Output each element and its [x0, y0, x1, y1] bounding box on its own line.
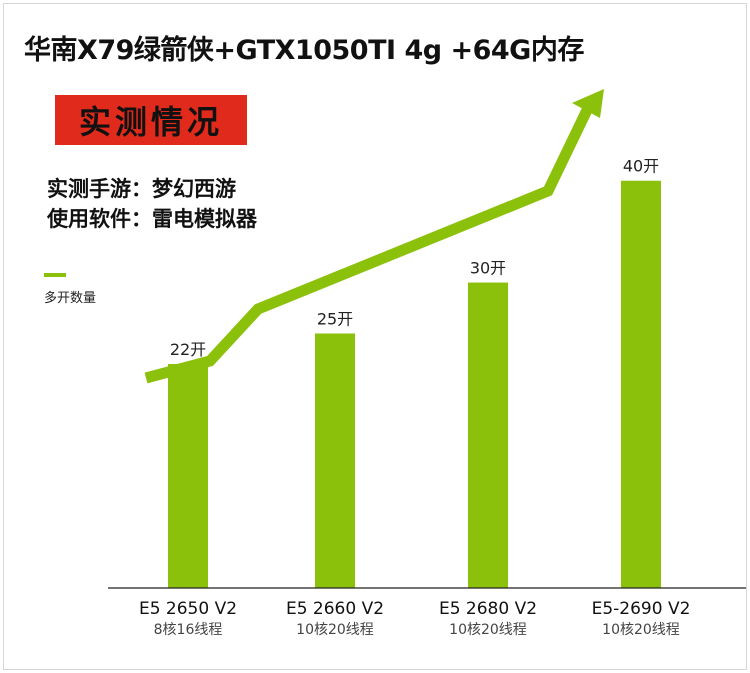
page-title: 华南X79绿箭侠+GTX1050TI 4g +64G内存	[24, 35, 584, 66]
x-sublabel-3: 10核20线程	[449, 622, 527, 638]
x-sublabel-2: 10核20线程	[296, 622, 374, 638]
bar-4	[621, 180, 661, 588]
data-label-3: 30开	[470, 259, 506, 278]
x-tick-label-1: E5 2650 V2	[139, 599, 237, 619]
trend-arrow-head	[572, 89, 604, 118]
trend-arrow-line	[144, 105, 593, 384]
x-tick-label-4: E5-2690 V2	[592, 599, 691, 619]
data-label-4: 40开	[623, 157, 659, 176]
x-sublabel-4: 10核20线程	[602, 622, 680, 638]
legend-label: 多开数量	[44, 291, 97, 306]
status-badge: 实测情况	[55, 95, 247, 145]
test-game-label: 实测手游：梦幻西游	[47, 177, 236, 201]
x-tick-label-3: E5 2680 V2	[439, 599, 537, 619]
bar-1	[168, 364, 208, 588]
data-label-1: 22开	[170, 340, 206, 359]
bar-2	[315, 333, 355, 588]
bar-3	[468, 282, 508, 588]
x-sublabel-1: 8核16线程	[154, 622, 223, 638]
legend-swatch	[44, 273, 66, 277]
x-tick-label-2: E5 2660 V2	[286, 599, 384, 619]
data-label-2: 25开	[317, 309, 353, 328]
software-label: 使用软件：雷电模拟器	[47, 207, 257, 231]
